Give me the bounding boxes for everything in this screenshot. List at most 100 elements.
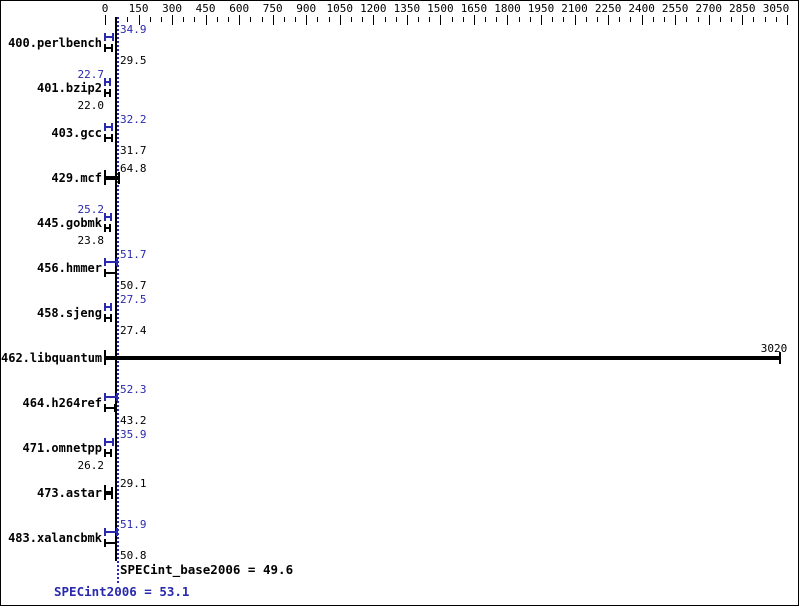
peak-bar <box>105 261 117 263</box>
peak-bar-right-cap <box>115 393 118 401</box>
axis-tick-minor <box>362 17 363 22</box>
base-bar-right-cap <box>108 89 111 97</box>
axis-tick-major <box>787 15 788 25</box>
axis-tick-minor <box>563 17 564 22</box>
axis-tick-label: 2550 <box>661 2 689 15</box>
peak-bar <box>105 531 117 533</box>
peak-bar-right-cap <box>112 438 115 446</box>
peak-value-label: 25.2 <box>77 203 105 216</box>
peak-bar <box>105 306 112 308</box>
peak-bar-right-cap <box>109 213 112 221</box>
base-bar-right-cap <box>109 224 112 232</box>
axis-tick-major <box>608 15 609 25</box>
base-value-label: 23.8 <box>77 234 105 247</box>
peak-bar-left-cap <box>104 438 106 446</box>
axis-tick-minor <box>127 17 128 22</box>
peak-bar-right-cap <box>111 123 114 131</box>
axis-tick-label: 2100 <box>561 2 588 15</box>
base-value-label: 29.5 <box>120 54 147 67</box>
peak-bar <box>105 441 114 443</box>
base-value-label: 27.4 <box>120 324 147 337</box>
base-bar-right-cap <box>110 314 113 322</box>
axis-tick-minor <box>329 17 330 22</box>
axis-tick-minor <box>586 17 587 22</box>
peak-bar-left-cap <box>104 123 106 131</box>
single-bar-left-cap <box>104 170 106 185</box>
single-bar <box>105 176 120 180</box>
peak-bar-left-cap <box>104 528 106 536</box>
axis-tick-minor <box>485 17 486 22</box>
axis-tick-minor <box>452 17 453 22</box>
base-bar-left-cap <box>104 224 106 232</box>
axis-tick-major <box>541 15 542 25</box>
benchmark-label: 400.perlbench <box>8 36 102 50</box>
axis-tick-minor <box>194 17 195 22</box>
value-label: 29.1 <box>120 477 147 490</box>
benchmark-label: 462.libquantum <box>1 351 103 365</box>
axis-tick-label: 900 <box>296 2 317 15</box>
benchmark-label: 445.gobmk <box>36 216 102 230</box>
axis-tick-minor <box>418 17 419 22</box>
axis-tick-major <box>742 15 743 25</box>
axis-tick-major <box>675 15 676 25</box>
axis-tick-minor <box>552 17 553 22</box>
base-bar-right-cap <box>115 539 118 547</box>
peak-value-label: 52.3 <box>120 383 147 396</box>
base-bar <box>105 317 112 319</box>
axis-tick-label: 600 <box>229 2 250 15</box>
peak-bar-right-cap <box>109 78 112 86</box>
axis-tick-minor <box>262 17 263 22</box>
base-bar-left-cap <box>104 539 106 547</box>
axis-tick-minor <box>753 17 754 22</box>
axis-tick-major <box>273 15 274 25</box>
base-bar-right-cap <box>115 269 118 277</box>
peak-bar-left-cap <box>104 303 106 311</box>
axis-tick-major <box>407 15 408 25</box>
peak-bar <box>105 396 117 398</box>
axis-tick-major <box>306 15 307 25</box>
peak-value-label: 35.9 <box>120 428 147 441</box>
base-bar-right-cap <box>113 404 116 412</box>
axis-tick-major <box>139 15 140 25</box>
peak-bar <box>105 36 113 38</box>
axis-tick-minor <box>161 17 162 22</box>
specint-base2006-score-text: SPECint_base2006 = 49.6 <box>120 562 294 577</box>
peak-bar-left-cap <box>104 258 106 266</box>
axis-tick-label: 1350 <box>393 2 421 15</box>
peak-bar-right-cap <box>115 258 118 266</box>
benchmark-label: 458.sjeng <box>36 306 102 320</box>
base-bar-right-cap <box>109 449 112 457</box>
axis-tick-major <box>172 15 173 25</box>
axis-tick-label: 2850 <box>729 2 756 15</box>
specint2006-score-text: SPECint2006 = 53.1 <box>54 584 190 599</box>
axis-tick-minor <box>217 17 218 22</box>
peak-bar-left-cap <box>104 393 106 401</box>
peak-bar-left-cap <box>104 213 106 221</box>
benchmark-label: 429.mcf <box>51 171 102 185</box>
single-bar-right-cap <box>110 487 113 499</box>
axis-tick-minor <box>731 17 732 22</box>
axis-tick-label: 0 <box>101 2 109 15</box>
base-value-label: 50.7 <box>120 279 147 292</box>
axis-tick-major <box>340 15 341 25</box>
axis-tick-minor <box>463 17 464 22</box>
benchmark-label: 403.gcc <box>51 126 102 140</box>
axis-tick-minor <box>776 17 777 22</box>
axis-tick-minor <box>530 17 531 22</box>
peak-value-label: 32.2 <box>120 113 147 126</box>
base-bar <box>105 47 112 49</box>
single-bar-right-cap <box>779 352 782 364</box>
axis-tick-minor <box>698 17 699 22</box>
axis-tick-minor <box>496 17 497 22</box>
base-bar <box>105 542 117 544</box>
base-value-label: 31.7 <box>120 144 147 157</box>
axis-tick-minor <box>351 17 352 22</box>
base-score-line <box>115 17 117 561</box>
base-bar-left-cap <box>104 44 106 52</box>
value-label: 64.8 <box>120 162 147 175</box>
base-bar <box>105 137 113 139</box>
axis-tick-minor <box>686 17 687 22</box>
axis-tick-major <box>373 15 374 25</box>
axis-tick-minor <box>429 17 430 22</box>
axis-tick-major <box>440 15 441 25</box>
